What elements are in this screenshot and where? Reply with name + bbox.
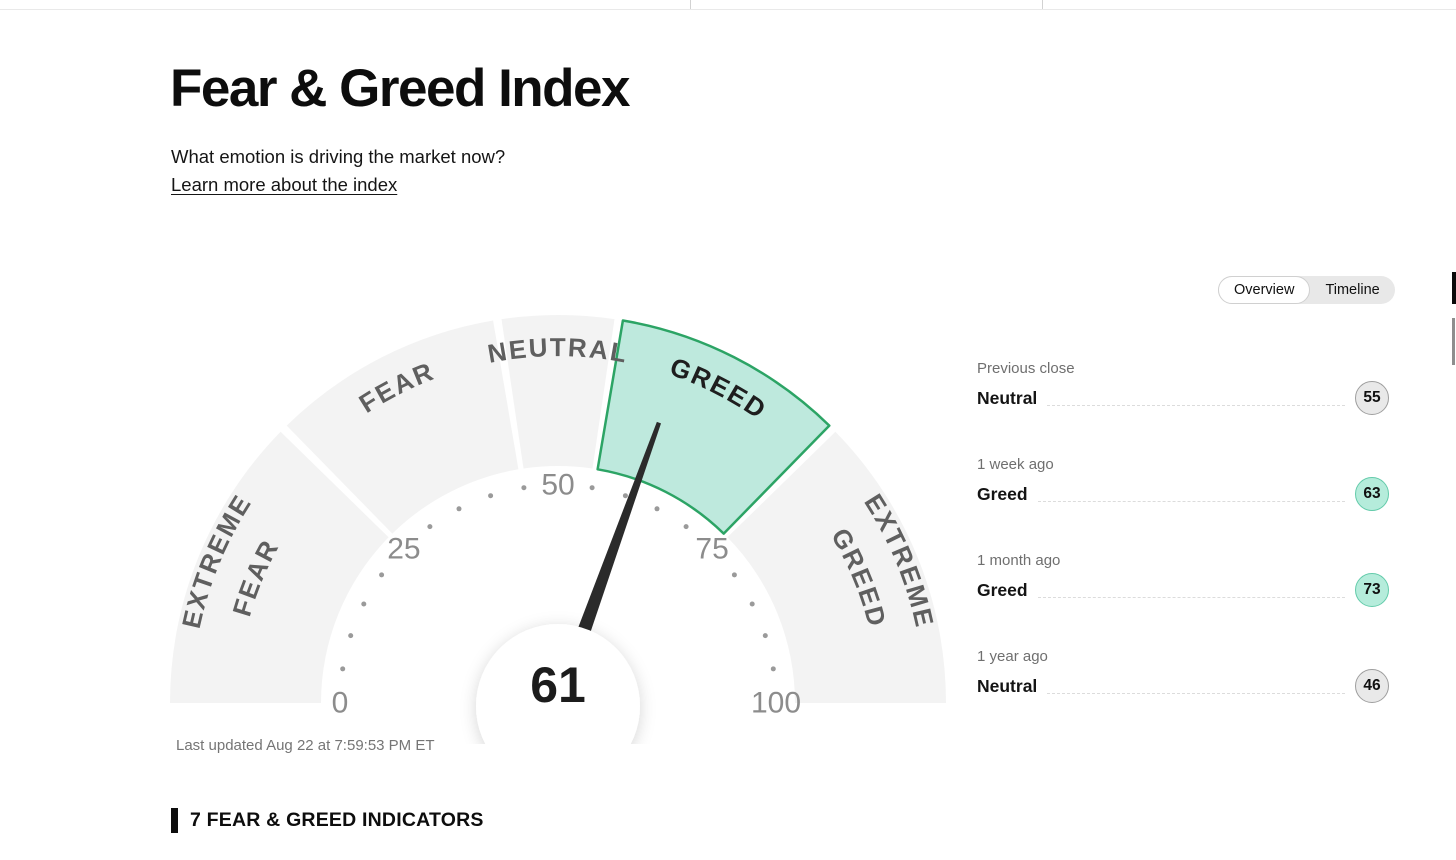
gauge-needle [561,421,662,678]
history-sentiment-label: Neutral [977,675,1038,696]
gauge-label: FEAR [354,356,439,419]
heading-text: 7 FEAR & GREED INDICATORS [190,809,484,831]
gauge-tick-number: 0 [332,687,349,720]
scrollbar-thumb-gray[interactable] [1452,318,1455,365]
history-sentiment-label: Greed [977,579,1028,600]
gauge-label: NEUTRAL [485,332,631,369]
tab-timeline[interactable]: Timeline [1325,282,1380,298]
history-panel: Previous close Neutral 55 1 week ago Gre… [977,360,1389,744]
gauge-label: GREED [666,351,773,425]
history-period-label: 1 month ago [977,552,1061,569]
history-score-badge: 63 [1355,477,1389,511]
gauge-label: GREED [825,523,892,631]
top-divider [0,0,1456,10]
history-period-label: 1 week ago [977,456,1054,473]
gauge-tick-number: 75 [695,532,728,565]
view-toggle: Overview Timeline [1218,276,1395,304]
history-row: Previous close Neutral 55 [977,360,1389,415]
gauge-tick-dots [340,485,776,672]
history-score-badge: 73 [1355,573,1389,607]
gauge-segment-extreme-fear [170,431,389,703]
history-period-label: Previous close [977,360,1075,377]
gauge-tick-number: 25 [387,532,420,565]
gauge-label: EXTREME [176,489,258,632]
gauge-center-hub [476,624,640,788]
gauge-label: EXTREME [858,489,940,632]
gauge-segment-extreme-greed [727,431,946,703]
history-row: 1 week ago Greed 63 [977,456,1389,511]
history-score-badge: 55 [1355,381,1389,415]
gauge-current-value: 61 [530,657,586,713]
column-tick-left [690,0,691,9]
page-subtitle: What emotion is driving the market now? [171,146,506,167]
gauge-segment-greed [596,319,831,535]
dotted-leader [1037,500,1345,502]
scrollbar-thumb-dark[interactable] [1452,272,1456,304]
dotted-leader [1047,404,1345,406]
history-sentiment-label: Neutral [977,387,1038,408]
dotted-leader [1037,596,1345,598]
history-row: 1 month ago Greed 73 [977,552,1389,607]
gauge-segment-neutral [501,314,615,469]
gauge-label: FEAR [226,534,284,620]
heading-accent-bar [171,808,178,833]
fear-greed-gauge: EXTREME FEAR FEAR NEUTRAL GREED EXTREME GREED 0… [170,308,946,788]
column-tick-right [1042,0,1043,9]
page-title: Fear & Greed Index [170,59,631,118]
learn-more-link[interactable]: Learn more about the index [171,174,398,195]
dotted-leader [1047,692,1345,694]
gauge-segment-fear [286,320,519,534]
tab-overview[interactable]: Overview [1218,276,1311,304]
gauge-tick-number: 100 [751,687,801,720]
history-row: 1 year ago Neutral 46 [977,648,1389,703]
last-updated-text: Last updated Aug 22 at 7:59:53 PM ET [176,737,435,754]
history-sentiment-label: Greed [977,483,1028,504]
history-period-label: 1 year ago [977,648,1048,665]
indicators-heading: 7 FEAR & GREED INDICATORS [171,808,484,833]
history-score-badge: 46 [1355,669,1389,703]
gauge-tick-number: 50 [541,469,574,502]
